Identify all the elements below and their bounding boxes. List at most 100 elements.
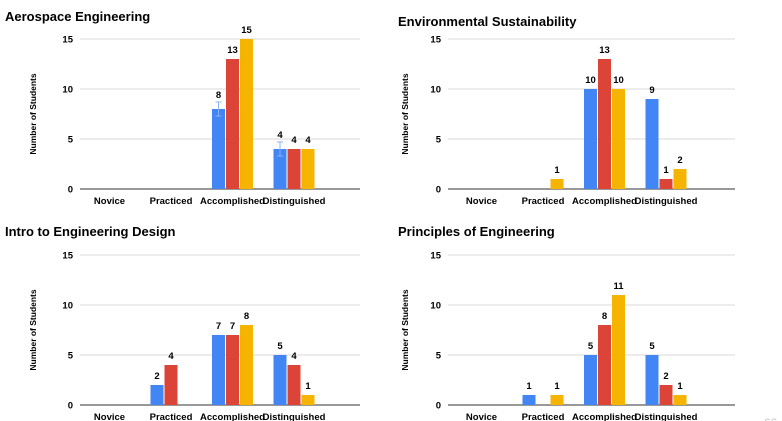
y-tick-label: 10 xyxy=(62,85,73,96)
y-tick-label: 15 xyxy=(62,35,73,46)
bar xyxy=(150,385,164,405)
bar xyxy=(612,89,625,189)
data-label: 13 xyxy=(599,45,610,56)
bar xyxy=(287,365,301,405)
bar xyxy=(550,179,564,189)
data-label: 4 xyxy=(291,351,297,362)
data-label: 1 xyxy=(663,165,669,176)
bar xyxy=(645,99,659,189)
bar xyxy=(273,149,287,189)
data-label: 10 xyxy=(613,75,624,86)
category-label: Practiced xyxy=(522,196,565,207)
data-label: 2 xyxy=(663,371,668,382)
category-label: Distinguished xyxy=(263,412,326,421)
bar xyxy=(645,355,659,405)
bar xyxy=(612,295,625,405)
bar xyxy=(287,149,301,189)
y-tick-label: 10 xyxy=(430,301,441,312)
bar xyxy=(212,109,225,189)
bar xyxy=(301,149,315,189)
data-label: 8 xyxy=(244,311,249,322)
chart-environmental-sustainability: Environmental Sustainability 0 5 10 15 Number… xyxy=(398,14,735,207)
data-label: 4 xyxy=(168,351,174,362)
y-tick-label: 5 xyxy=(436,135,442,146)
chart-title: Principles of Engineering xyxy=(398,224,555,239)
y-tick-label: 5 xyxy=(68,135,74,146)
bar xyxy=(584,355,597,405)
data-label: 1 xyxy=(305,381,311,392)
category-label: Accomplished xyxy=(200,196,265,207)
y-tick-label: 15 xyxy=(430,35,441,46)
category-label: Accomplished xyxy=(200,412,265,421)
y-tick-label: 10 xyxy=(430,85,441,96)
category-label: Distinguished xyxy=(635,196,698,207)
category-label: Novice xyxy=(466,196,497,207)
category-label: Distinguished xyxy=(635,412,698,421)
category-label: Accomplished xyxy=(572,412,637,421)
bar xyxy=(659,179,673,189)
data-label: 15 xyxy=(241,25,252,36)
bar xyxy=(584,89,597,189)
bar xyxy=(301,395,315,405)
bar xyxy=(226,335,239,405)
bar xyxy=(226,59,239,189)
chart-title: Environmental Sustainability xyxy=(398,14,577,29)
y-tick-label: 0 xyxy=(436,185,441,196)
category-label: Practiced xyxy=(150,196,193,207)
chart-title: Aerospace Engineering xyxy=(5,9,150,24)
bar xyxy=(212,335,225,405)
category-label: Distinguished xyxy=(263,196,326,207)
bar xyxy=(673,169,687,189)
data-label: 1 xyxy=(677,381,683,392)
data-label: 5 xyxy=(588,341,594,352)
y-axis-label: Number of Students xyxy=(28,73,38,154)
y-tick-label: 0 xyxy=(68,401,73,412)
data-label: 11 xyxy=(613,281,624,292)
data-label: 1 xyxy=(526,381,532,392)
chart-aerospace-engineering: Aerospace Engineering 0 5 10 15 Number of Stu… xyxy=(5,9,360,207)
bar xyxy=(598,59,611,189)
y-axis-label: Number of Students xyxy=(400,289,410,370)
bar xyxy=(240,39,253,189)
category-label: Novice xyxy=(94,412,125,421)
y-tick-label: 5 xyxy=(436,351,442,362)
data-label: 1 xyxy=(554,381,560,392)
data-label: 2 xyxy=(677,155,682,166)
bar xyxy=(240,325,253,405)
data-label: 7 xyxy=(230,321,235,332)
y-axis-label: Number of Students xyxy=(28,289,38,370)
chart-title: Intro to Engineering Design xyxy=(5,224,176,239)
data-label: 9 xyxy=(649,85,654,96)
y-tick-label: 15 xyxy=(430,251,441,262)
y-tick-label: 0 xyxy=(436,401,441,412)
bar xyxy=(522,395,536,405)
bar xyxy=(659,385,673,405)
y-tick-label: 5 xyxy=(68,351,74,362)
y-tick-label: 15 xyxy=(62,251,73,262)
bar xyxy=(550,395,564,405)
category-label: Novice xyxy=(466,412,497,421)
y-tick-label: 10 xyxy=(62,301,73,312)
data-label: 8 xyxy=(216,90,221,101)
category-label: Accomplished xyxy=(572,196,637,207)
data-label: 10 xyxy=(585,75,596,86)
bar xyxy=(164,365,178,405)
data-label: 5 xyxy=(277,341,283,352)
data-label: 4 xyxy=(291,135,297,146)
bar xyxy=(673,395,687,405)
data-label: 13 xyxy=(227,45,238,56)
data-label: 5 xyxy=(649,341,655,352)
data-label: 7 xyxy=(216,321,221,332)
category-label: Practiced xyxy=(522,412,565,421)
category-label: Novice xyxy=(94,196,125,207)
data-label: 1 xyxy=(554,165,560,176)
y-axis-label: Number of Students xyxy=(400,73,410,154)
y-tick-label: 0 xyxy=(68,185,73,196)
page-number: 66 xyxy=(764,416,778,421)
data-label: 4 xyxy=(305,135,311,146)
chart-intro-to-engineering-design: Intro to Engineering Design051015Number … xyxy=(5,224,360,421)
data-label: 4 xyxy=(277,130,283,141)
category-label: Practiced xyxy=(150,412,193,421)
